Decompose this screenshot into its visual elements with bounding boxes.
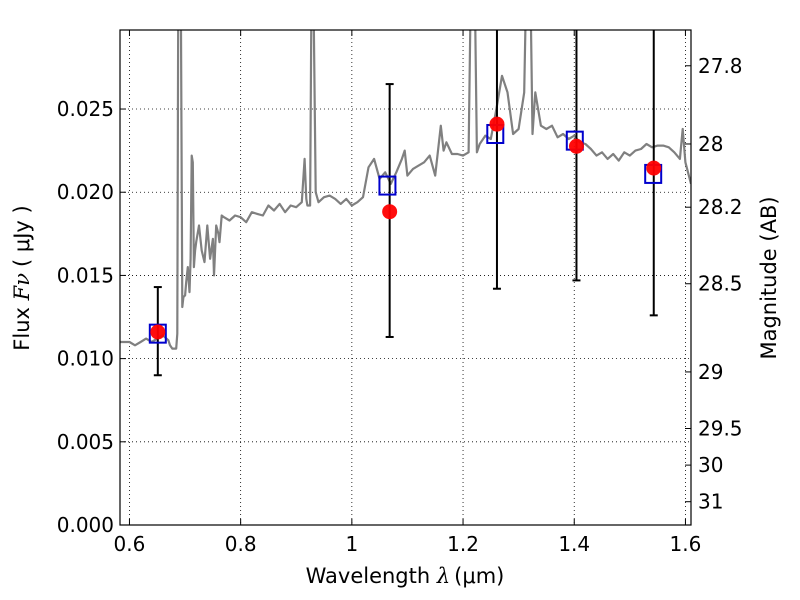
model-marker bbox=[378, 175, 397, 196]
x-axis-title: Wavelength λ (μm) bbox=[306, 564, 505, 588]
y2-axis-title: Magnitude (AB) bbox=[757, 196, 781, 359]
y2-tick-label: 31 bbox=[698, 490, 723, 514]
observed-marker bbox=[150, 324, 166, 340]
y2-tick-label: 28.2 bbox=[698, 195, 743, 219]
observed-marker bbox=[489, 116, 505, 132]
observed-marker bbox=[646, 160, 662, 176]
observed-marker bbox=[568, 138, 584, 154]
ticks bbox=[120, 30, 691, 526]
y-axis-title: Flux Fν( μJy ) bbox=[10, 205, 34, 350]
y2-tick-label: 28 bbox=[698, 132, 723, 156]
y2-tick-label: 30 bbox=[698, 453, 723, 477]
observed-marker bbox=[382, 204, 398, 220]
observed-layer bbox=[150, 116, 662, 340]
y-tick-label: 0.020 bbox=[57, 180, 114, 204]
tick-labels: 0.6 0.8 1 1.2 1.4 1.6 0.000 0.005 0.010 0.015 0.02… bbox=[57, 54, 743, 556]
x-tick-label: 0.8 bbox=[225, 532, 257, 556]
grid bbox=[120, 30, 691, 525]
x-tick-label: 1.4 bbox=[558, 532, 590, 556]
y-tick-label: 0.015 bbox=[57, 263, 114, 287]
y2-tick-label: 28.5 bbox=[698, 272, 743, 296]
plot-frame bbox=[119, 29, 692, 526]
x-tick-label: 0.6 bbox=[114, 532, 146, 556]
y-tick-label: 0.000 bbox=[57, 513, 114, 537]
y-tick-label: 0.025 bbox=[57, 97, 114, 121]
y2-tick-label: 27.8 bbox=[698, 54, 743, 78]
y-tick-label: 0.005 bbox=[57, 430, 114, 454]
plot-background bbox=[120, 30, 691, 525]
x-tick-label: 1 bbox=[345, 532, 358, 556]
x-tick-label: 1.2 bbox=[447, 532, 479, 556]
spectrum-layer bbox=[120, 30, 691, 350]
y-tick-label: 0.010 bbox=[57, 347, 114, 371]
y2-tick-label: 29.5 bbox=[698, 416, 743, 440]
spectrum-line bbox=[120, 30, 691, 350]
x-tick-label: 1.6 bbox=[670, 532, 702, 556]
y2-tick-label: 29 bbox=[698, 360, 723, 384]
